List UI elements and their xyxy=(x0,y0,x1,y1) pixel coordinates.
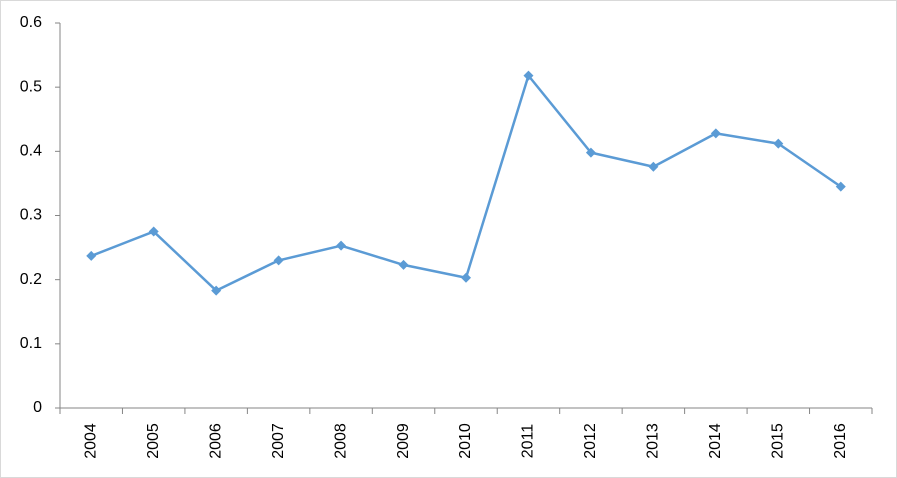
marker xyxy=(523,70,534,81)
x-tick-label: 2010 xyxy=(457,423,474,459)
marker xyxy=(835,181,846,192)
x-tick-label: 2012 xyxy=(582,423,599,459)
x-tick-label: 2007 xyxy=(270,423,287,459)
x-tick-label: 2009 xyxy=(395,423,412,459)
y-tick-label: 0.1 xyxy=(20,335,42,352)
marker xyxy=(398,259,409,270)
y-tick-label: 0.5 xyxy=(20,78,42,95)
marker xyxy=(336,240,347,251)
marker xyxy=(648,161,659,172)
x-tick-label: 2008 xyxy=(332,423,349,459)
x-tick-label: 2014 xyxy=(707,423,724,459)
marker xyxy=(148,226,159,237)
x-tick-label: 2005 xyxy=(145,423,162,459)
x-tick-label: 2013 xyxy=(645,423,662,459)
y-tick-label: 0.2 xyxy=(20,271,42,288)
y-tick-label: 0 xyxy=(33,399,42,416)
marker xyxy=(710,128,721,139)
marker xyxy=(211,285,222,296)
x-tick-label: 2004 xyxy=(82,423,99,459)
y-tick-label: 0.4 xyxy=(20,143,42,160)
x-tick-label: 2006 xyxy=(207,423,224,459)
x-tick-label: 2016 xyxy=(832,423,849,459)
marker xyxy=(461,272,471,283)
y-tick-label: 0.3 xyxy=(20,207,42,224)
y-tick-label: 0.6 xyxy=(20,14,42,31)
marker xyxy=(585,147,596,158)
x-tick-label: 2011 xyxy=(520,424,537,459)
marker xyxy=(273,255,284,266)
x-tick-label: 2015 xyxy=(770,423,787,459)
marker xyxy=(86,250,97,261)
marker xyxy=(773,138,784,149)
